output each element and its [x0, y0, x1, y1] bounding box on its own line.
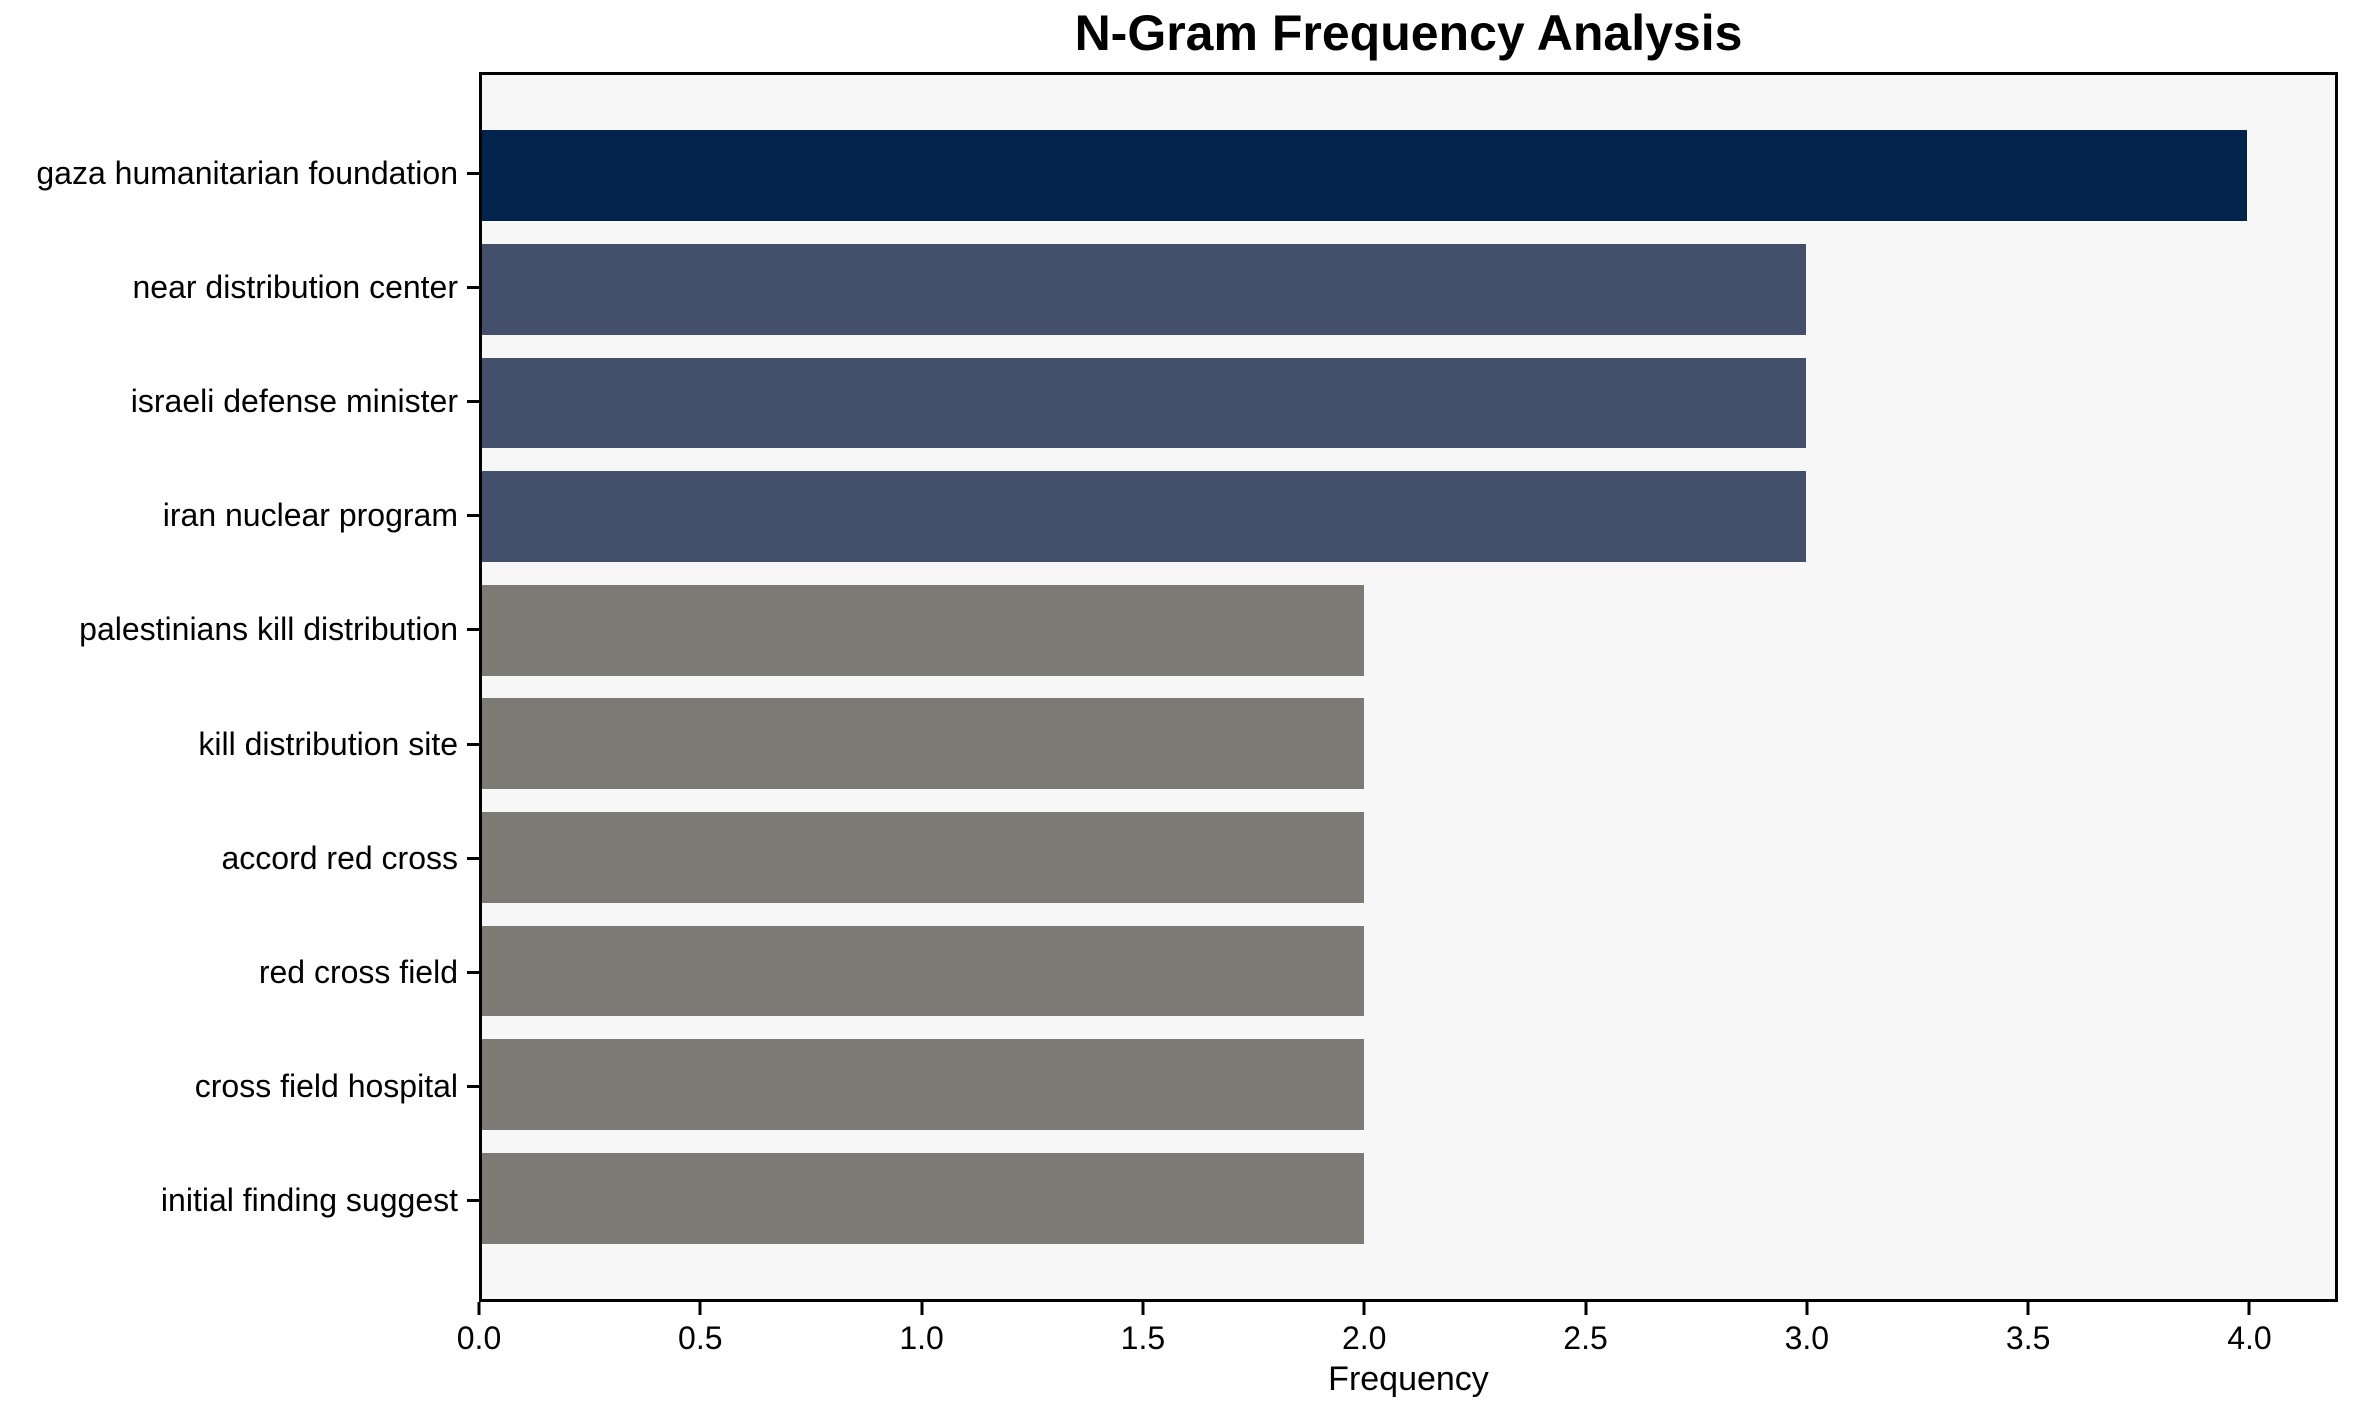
bar — [482, 130, 2247, 222]
chart-title: N-Gram Frequency Analysis — [1074, 5, 1743, 61]
y-tick-mark — [467, 514, 479, 518]
x-tick-label: 3.0 — [1784, 1320, 1830, 1356]
x-tick-mark — [2026, 1302, 2030, 1315]
bar — [482, 1152, 1365, 1244]
bar-row — [482, 460, 2335, 574]
y-axis-label: near distribution center — [132, 268, 458, 305]
x-tick-mark — [1805, 1302, 1809, 1315]
x-tick-label: 1.0 — [899, 1320, 944, 1356]
x-tick-mark — [920, 1302, 924, 1315]
y-axis-row: kill distribution site — [0, 687, 479, 801]
x-tick-mark — [1584, 1302, 1588, 1315]
x-axis-label: Frequency — [1328, 1360, 1489, 1398]
y-axis-label: palestinians kill distribution — [79, 611, 458, 648]
bars-container — [482, 75, 2335, 1299]
y-axis-label: israeli defense minister — [130, 383, 458, 419]
y-axis-label: iran nuclear program — [162, 497, 458, 534]
bar — [482, 925, 1365, 1017]
x-tick-mark — [2247, 1302, 2251, 1315]
x-tick-label: 2.0 — [1341, 1320, 1387, 1356]
bar-row — [482, 346, 2335, 460]
y-tick-mark — [467, 400, 479, 403]
y-tick-mark — [467, 1085, 479, 1089]
bar — [482, 698, 1365, 790]
bar-row — [482, 233, 2335, 347]
bar-row — [482, 573, 2335, 687]
y-axis-row: accord red cross — [0, 801, 479, 915]
y-axis-label: initial finding suggest — [160, 1182, 458, 1219]
x-tick-label: 2.5 — [1563, 1320, 1608, 1356]
y-tick-mark — [467, 628, 479, 632]
bar — [482, 1039, 1365, 1130]
y-axis-row: red cross field — [0, 915, 479, 1029]
y-axis-label: accord red cross — [221, 839, 458, 876]
y-axis-label: red cross field — [258, 954, 458, 991]
y-tick-mark — [467, 971, 479, 975]
y-tick-mark — [467, 285, 479, 289]
bar-row — [482, 1028, 2335, 1142]
x-tick-mark — [477, 1302, 481, 1315]
y-axis-label: gaza humanitarian foundation — [36, 154, 458, 191]
y-tick-mark — [467, 856, 479, 860]
y-axis-row: initial finding suggest — [0, 1144, 479, 1258]
x-tick-label: 4.0 — [2227, 1320, 2272, 1356]
x-tick-label: 3.5 — [2005, 1320, 2051, 1356]
y-axis-row: cross field hospital — [0, 1030, 479, 1144]
x-tick-label: 0.0 — [456, 1320, 502, 1356]
bar — [482, 243, 1806, 335]
bar — [482, 357, 1806, 449]
y-axis-row: palestinians kill distribution — [0, 573, 479, 687]
y-axis-row: near distribution center — [0, 230, 479, 344]
plot-area — [479, 72, 2338, 1302]
y-axis-row: iran nuclear program — [0, 459, 479, 573]
y-axis-label: kill distribution site — [198, 725, 458, 762]
y-axis-label: cross field hospital — [194, 1068, 458, 1105]
bar-row — [482, 119, 2335, 233]
bar — [482, 584, 1365, 676]
y-axis-row: gaza humanitarian foundation — [0, 116, 479, 230]
y-axis-row: israeli defense minister — [0, 344, 479, 458]
x-tick-label: 0.5 — [678, 1320, 723, 1356]
x-tick-mark — [1141, 1302, 1145, 1315]
y-tick-mark — [467, 171, 479, 175]
x-tick-mark — [698, 1302, 702, 1315]
bar — [482, 811, 1365, 903]
y-tick-mark — [467, 742, 479, 746]
x-tick-mark — [1362, 1302, 1366, 1315]
bar — [482, 471, 1806, 563]
x-axis-ticks: 0.0 0.5 1.0 1.5 2.0 2.5 3.0 3.5 4.0 — [457, 1302, 2338, 1377]
bar-row — [482, 687, 2335, 801]
bar-row — [482, 914, 2335, 1028]
y-tick-mark — [467, 1199, 479, 1203]
x-tick-label: 1.5 — [1120, 1320, 1166, 1356]
y-axis-labels: gaza humanitarian foundation near distrib… — [0, 72, 479, 1302]
bar-row — [482, 801, 2335, 915]
bar-row — [482, 1141, 2335, 1255]
